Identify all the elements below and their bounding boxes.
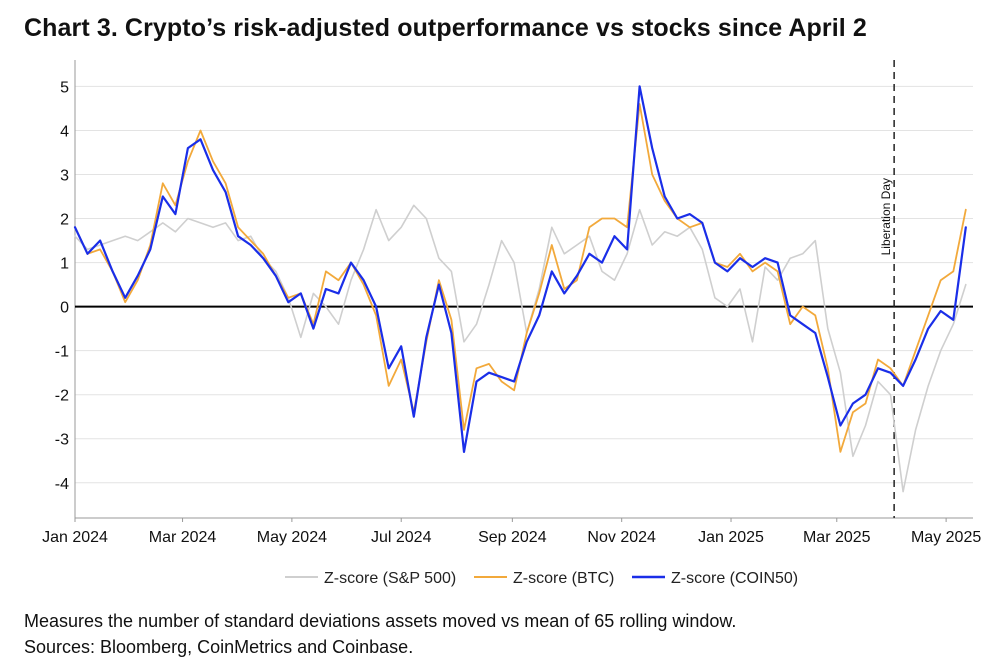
x-tick-label: Sep 2024 <box>478 529 547 546</box>
gridlines <box>75 85 973 484</box>
series-line-1 <box>74 204 967 493</box>
y-tick-label: 0 <box>60 300 69 317</box>
chart-title: Chart 3. Crypto’s risk-adjusted outperfo… <box>24 14 867 42</box>
x-tick-label: Jan 2025 <box>698 529 764 546</box>
legend-label: Z-score (S&P 500) <box>324 570 456 587</box>
series-line-2 <box>74 103 967 453</box>
y-tick-label: 2 <box>60 212 69 229</box>
y-tick-label: 3 <box>60 168 69 185</box>
chart-note: Measures the number of standard deviatio… <box>24 611 737 631</box>
x-tick-label: Jan 2024 <box>42 529 108 546</box>
series-line-3 <box>73 85 967 453</box>
series-lines <box>73 85 967 493</box>
line-chart: 5 4 3 2 1 0 -1 -2 -3 -4 Jan 2024 Mar 2024 May 2024 Ju… <box>42 60 981 587</box>
y-tick-label: -4 <box>55 476 69 493</box>
y-tick-label: 5 <box>60 79 69 96</box>
liberation-day-label: Liberation Day <box>879 178 893 255</box>
legend-label: Z-score (COIN50) <box>671 570 798 587</box>
liberation-day-annotation: Liberation Day <box>879 60 895 518</box>
legend-label: Z-score (BTC) <box>513 570 614 587</box>
y-tick-label: -3 <box>55 432 69 449</box>
y-tick-label: -2 <box>55 388 69 405</box>
y-tick-label: -1 <box>55 344 69 361</box>
axes: 5 4 3 2 1 0 -1 -2 -3 -4 Jan 2024 Mar 2024 May 2024 Ju… <box>42 60 981 546</box>
y-tick-label: 1 <box>60 256 69 273</box>
x-tick-label: May 2024 <box>257 529 327 546</box>
x-tick-label: Mar 2024 <box>149 529 217 546</box>
x-tick-label: May 2025 <box>911 529 981 546</box>
x-tick-label: Jul 2024 <box>371 529 432 546</box>
x-tick-label: Nov 2024 <box>587 529 656 546</box>
y-tick-label: 4 <box>60 123 69 140</box>
legend: Z-score (S&P 500) Z-score (BTC) Z-score (C… <box>285 570 798 587</box>
x-tick-label: Mar 2025 <box>803 529 871 546</box>
chart-sources: Sources: Bloomberg, CoinMetrics and Coin… <box>24 637 414 657</box>
